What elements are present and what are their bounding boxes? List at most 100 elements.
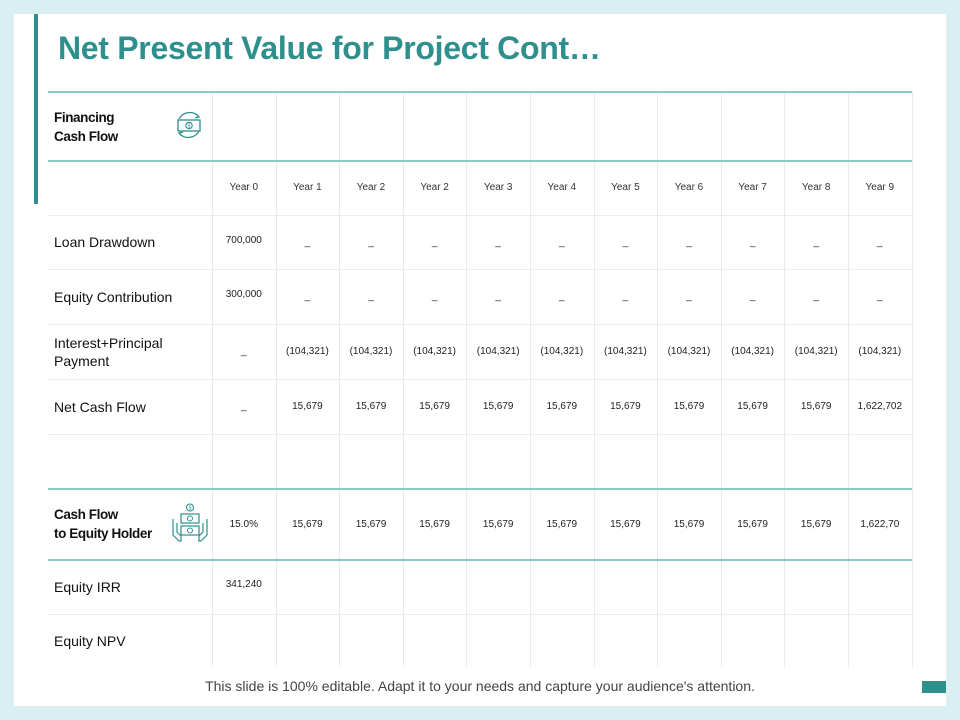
table-cell: 15,679 — [673, 401, 705, 412]
money-cycle-icon: $ — [177, 111, 201, 139]
equity-holder-cell: 15,679 — [292, 518, 323, 530]
table-cell: (104,321) — [285, 346, 329, 357]
equity-holder-cell: 15,679 — [419, 518, 450, 530]
table-cell: _ — [559, 291, 565, 302]
hands-money-icon: $ — [172, 503, 208, 542]
row-divider — [48, 160, 912, 162]
table-cell: _ — [495, 237, 501, 248]
row-label-equity-npv: Equity NPV — [54, 632, 126, 649]
table-cell: (104,321) — [349, 346, 393, 357]
equity-holder-cell: 15,679 — [546, 518, 578, 530]
equity-holder-cell: 15,679 — [737, 518, 768, 530]
cash-flow-table: Financing Cash Flow $ Loan Drawdown Equi… — [48, 91, 913, 667]
year-header: Year 9 — [865, 182, 895, 193]
table-cell: _ — [368, 237, 374, 248]
table-cell: 15,679 — [800, 401, 832, 412]
row-label-loan-drawdown: Loan Drawdown — [54, 234, 156, 250]
table-cell: _ — [304, 291, 311, 302]
table-cell: 15,679 — [419, 401, 450, 412]
row-divider — [48, 324, 912, 325]
interest-label-line2: Payment — [54, 352, 110, 369]
table-cell: _ — [686, 237, 692, 248]
column-divider — [911, 91, 913, 667]
equity-holder-line1: Cash Flow — [54, 507, 118, 522]
row-label-equity-contribution: Equity Contribution — [54, 288, 173, 305]
equity-holder-cell: 15,679 — [610, 518, 641, 530]
year-header: Year 7 — [738, 182, 767, 193]
year-header: Year 8 — [801, 182, 831, 193]
table-cell: 15,679 — [610, 401, 641, 412]
row-label-interest-principal: Interest+Principal Payment — [54, 324, 163, 379]
slide — [14, 14, 946, 706]
equity-holder-cell: 15,679 — [800, 518, 832, 530]
equity-holder-cell: 15,679 — [673, 518, 705, 530]
svg-text:$: $ — [189, 506, 192, 512]
financing-label-line1: Financing — [54, 110, 115, 125]
table-cell: _ — [622, 237, 629, 248]
table-cell: _ — [304, 237, 311, 248]
year-header: Year 3 — [483, 182, 513, 193]
year-header: Year 1 — [293, 182, 322, 193]
equity-holder-cell: 1,622,70 — [860, 518, 900, 530]
table-cell: _ — [431, 291, 438, 302]
year-header: Year 6 — [674, 182, 704, 193]
row-divider — [48, 559, 912, 561]
row-divider — [48, 434, 912, 435]
table-cell: (104,321) — [794, 346, 838, 357]
interest-label-line1: Interest+Principal — [54, 334, 163, 351]
row-divider — [48, 269, 912, 270]
table-cell: 15,679 — [737, 401, 768, 412]
equity-holder-cell: 15,679 — [482, 518, 514, 530]
footer-accent-square — [922, 681, 946, 693]
table-cell: 300,000 — [225, 289, 262, 300]
table-cell: (104,321) — [413, 346, 456, 357]
equity-irr-value: 341,240 — [225, 579, 262, 590]
table-cell: _ — [877, 291, 883, 302]
table-cell: _ — [559, 237, 565, 248]
row-divider — [48, 215, 912, 216]
equity-holder-cell: 15,679 — [355, 518, 387, 530]
table-cell: _ — [368, 291, 374, 302]
table-cell: _ — [622, 291, 629, 302]
row-divider — [48, 379, 912, 380]
table-cell: 15,679 — [482, 401, 514, 412]
table-cell: _ — [749, 237, 756, 248]
table-cell: 700,000 — [225, 235, 262, 246]
year-header: Year 4 — [547, 182, 577, 193]
financing-cash-flow-label: Financing Cash Flow — [54, 105, 118, 149]
accent-bar — [34, 14, 38, 204]
table-cell: (104,321) — [858, 346, 902, 357]
table-cell: _ — [686, 291, 692, 302]
table-cell: 1,622,702 — [857, 401, 903, 412]
table-cell: _ — [877, 237, 883, 248]
table-cell: 15,679 — [292, 401, 323, 412]
page-title: Net Present Value for Project Cont… — [58, 30, 601, 66]
year-header: Year 5 — [611, 182, 640, 193]
table-cell: _ — [431, 237, 438, 248]
table-cell: (104,321) — [540, 346, 584, 357]
financing-label-line2: Cash Flow — [54, 129, 118, 144]
equity-holder-line2: to Equity Holder — [54, 526, 152, 541]
table-cell: 15,679 — [546, 401, 578, 412]
equity-holder-label: Cash Flow to Equity Holder — [54, 489, 152, 559]
table-cell: 15,679 — [355, 401, 387, 412]
row-label-net-cash-flow: Net Cash Flow — [54, 398, 146, 415]
row-divider — [48, 488, 912, 490]
footer-note: This slide is 100% editable. Adapt it to… — [205, 678, 755, 694]
table-cell: (104,321) — [667, 346, 711, 357]
year-header: Year 2 — [356, 182, 386, 193]
equity-holder-cell: 15.0% — [229, 518, 258, 530]
table-cell: _ — [241, 401, 247, 412]
row-divider — [48, 614, 912, 615]
table-cell: (104,321) — [476, 346, 520, 357]
table-cell: (104,321) — [731, 346, 774, 357]
table-cell: _ — [749, 291, 756, 302]
table-cell: _ — [495, 291, 501, 302]
table-cell: _ — [241, 346, 247, 357]
table-cell: (104,321) — [603, 346, 647, 357]
row-divider — [48, 91, 912, 93]
table-cell: _ — [813, 291, 819, 302]
year-header: Year 2 — [420, 182, 449, 193]
svg-text:$: $ — [188, 124, 191, 130]
year-header: Year 0 — [229, 182, 259, 193]
